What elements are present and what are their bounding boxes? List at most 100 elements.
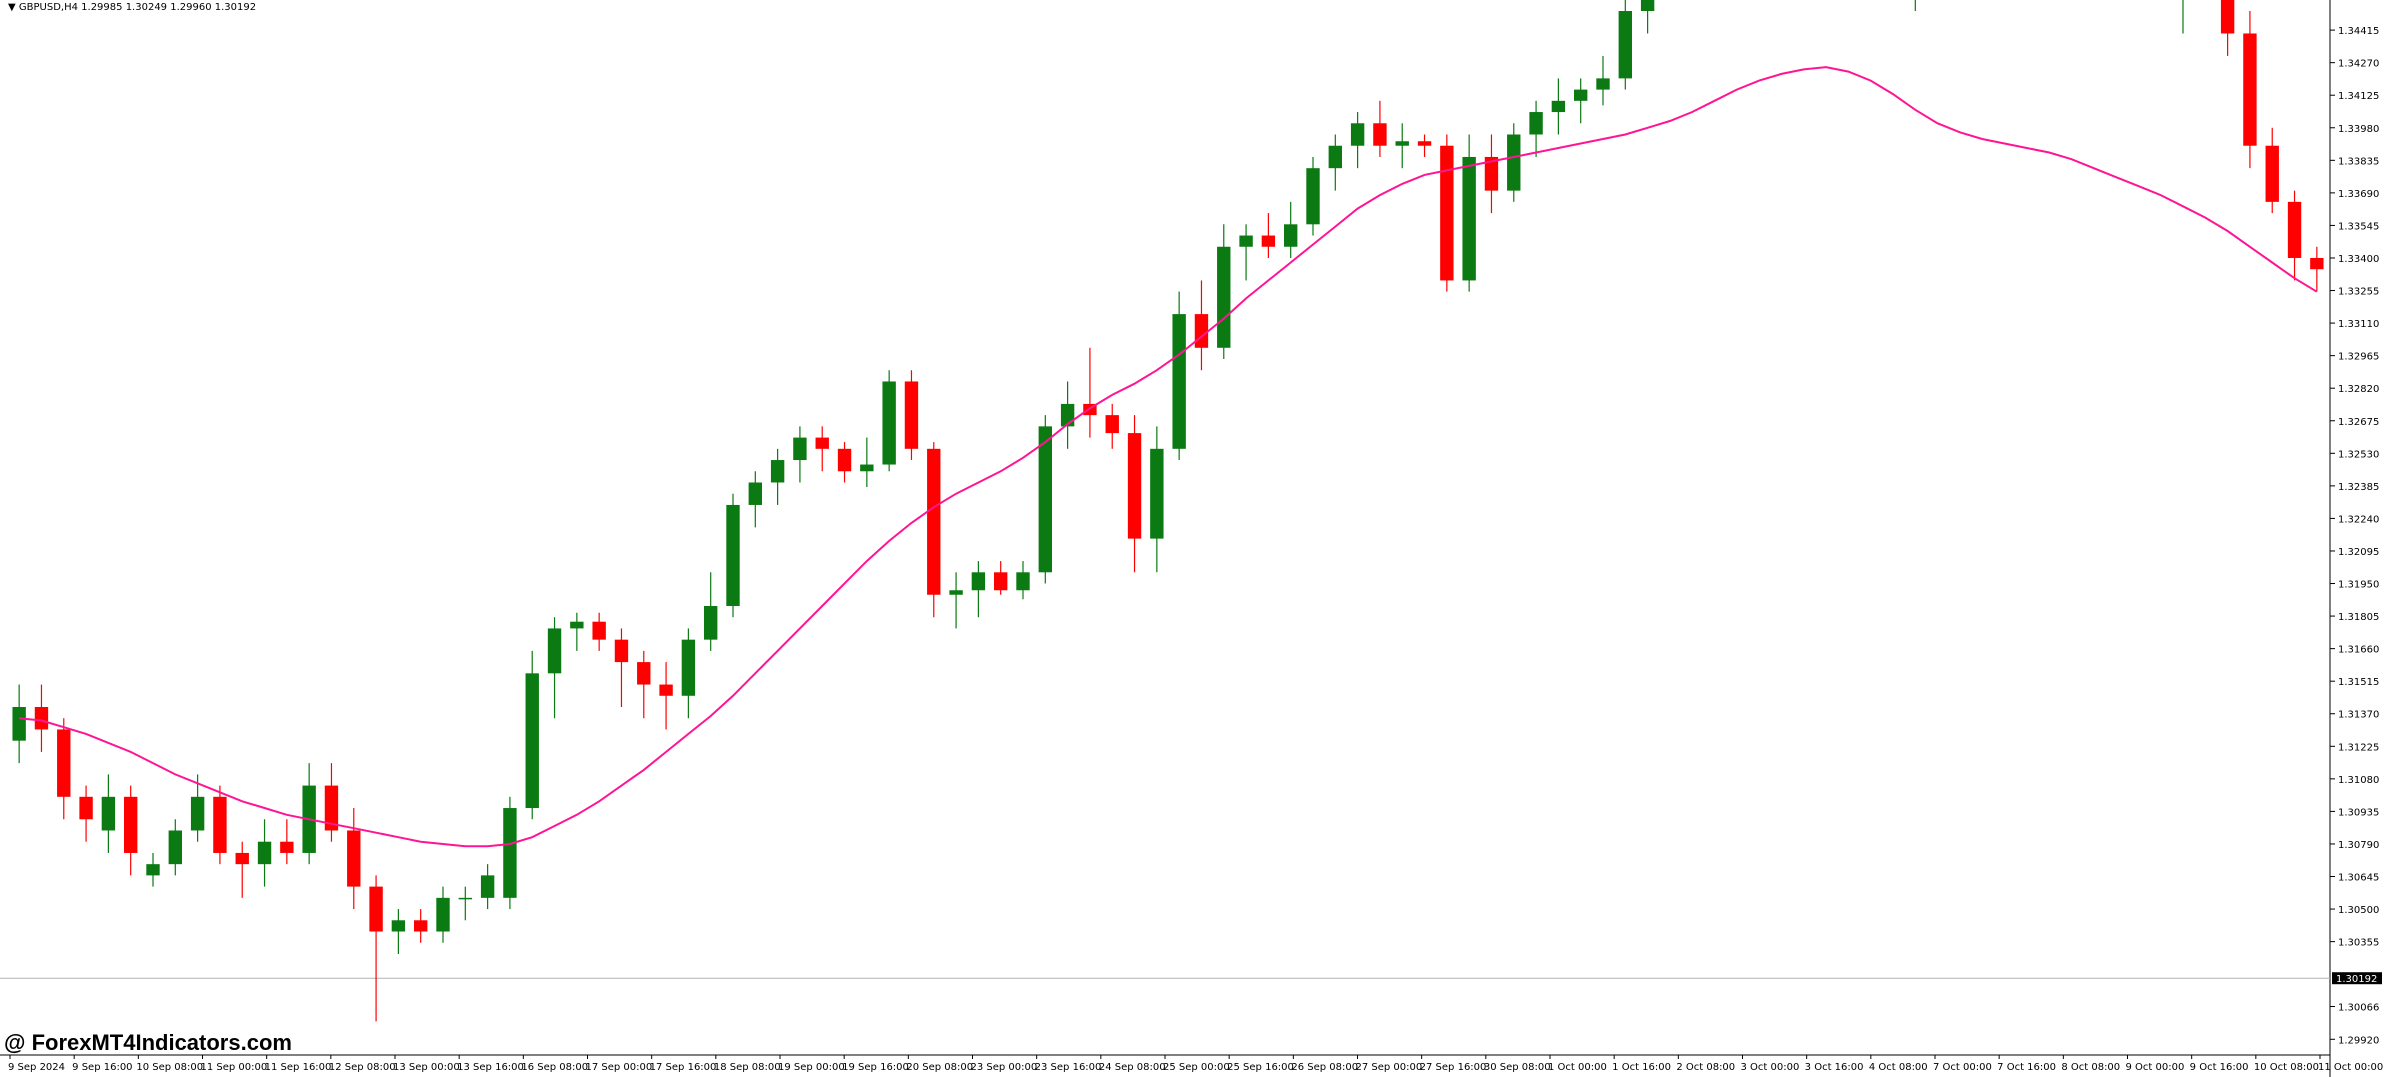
y-tick-label: 1.30790	[2338, 840, 2379, 851]
candle-body	[1328, 145, 1342, 169]
candle-body	[681, 639, 696, 696]
x-tick-label: 24 Sep 08:00	[1099, 1062, 1166, 1073]
candle-body	[414, 920, 428, 932]
x-tick-label: 13 Sep 16:00	[457, 1062, 524, 1073]
y-tick-label: 1.34125	[2338, 91, 2379, 102]
y-tick-label: 1.32820	[2338, 384, 2379, 395]
y-tick-label: 1.33545	[2338, 221, 2379, 232]
x-tick-label: 19 Sep 00:00	[778, 1062, 845, 1073]
y-tick-label: 1.32530	[2338, 449, 2379, 460]
candle-body	[235, 852, 249, 865]
candle-body	[927, 448, 941, 595]
y-tick-label: 1.32095	[2338, 547, 2379, 558]
candle-body	[1261, 235, 1276, 247]
candle-body	[1373, 123, 1387, 146]
moving-average-line	[19, 66, 2318, 848]
x-tick-label: 18 Sep 08:00	[714, 1062, 781, 1073]
y-tick-label: 1.31950	[2338, 580, 2379, 591]
candle-body	[1150, 448, 1164, 539]
candle-body	[146, 864, 160, 876]
x-tick-label: 8 Oct 08:00	[2061, 1062, 2120, 1073]
candle-body	[1640, 0, 1655, 12]
candle-body	[1462, 156, 1476, 281]
y-tick-label: 1.32675	[2338, 417, 2379, 428]
candle-body	[101, 796, 116, 831]
candle-body	[882, 381, 896, 465]
candle-body	[614, 639, 629, 663]
candle-body	[1618, 11, 1632, 79]
candle-body	[1507, 134, 1521, 191]
candle-body	[1172, 314, 1186, 449]
candle-body	[815, 437, 829, 449]
candle-body	[1105, 415, 1119, 434]
x-tick-label: 17 Sep 00:00	[586, 1062, 653, 1073]
x-tick-label: 3 Oct 16:00	[1805, 1062, 1864, 1073]
y-tick-label: 1.33110	[2338, 319, 2379, 330]
y-tick-label: 1.33255	[2338, 287, 2379, 298]
x-tick-label: 25 Sep 16:00	[1227, 1062, 1294, 1073]
y-tick-label: 1.30935	[2338, 807, 2379, 818]
candle-body	[1306, 168, 1320, 225]
current-price-box	[2332, 972, 2382, 985]
candle-body	[1551, 100, 1566, 113]
x-tick-label: 7 Oct 16:00	[1997, 1062, 2056, 1073]
x-tick-label: 27 Sep 00:00	[1356, 1062, 1423, 1073]
candle-body	[1596, 78, 1610, 90]
candle-body	[1016, 572, 1030, 591]
candle-body	[1239, 235, 1253, 247]
candle-body	[480, 875, 495, 898]
candle-body	[994, 572, 1008, 591]
candle-body	[57, 729, 71, 797]
x-tick-label: 9 Oct 16:00	[2190, 1062, 2249, 1073]
x-tick-label: 10 Sep 08:00	[136, 1062, 203, 1073]
candle-body	[1038, 426, 1052, 573]
candle-body	[168, 830, 182, 865]
x-tick-label: 23 Sep 00:00	[971, 1062, 1038, 1073]
y-tick-label: 1.33400	[2338, 254, 2379, 265]
candle-body	[770, 460, 785, 483]
x-tick-label: 23 Sep 16:00	[1035, 1062, 1102, 1073]
candle-body	[34, 707, 49, 730]
x-tick-label: 27 Sep 16:00	[1420, 1062, 1487, 1073]
current-price-label: 1.30192	[2336, 974, 2377, 985]
x-tick-label: 7 Oct 00:00	[1933, 1062, 1992, 1073]
candle-body	[748, 482, 762, 505]
y-tick-label: 1.31515	[2338, 677, 2379, 688]
y-tick-label: 1.32240	[2338, 514, 2379, 525]
candle-body	[1395, 141, 1409, 146]
candle-body	[79, 796, 93, 820]
candle-body	[280, 841, 294, 853]
candle-body	[1529, 112, 1543, 135]
y-tick-label: 1.29920	[2338, 1035, 2379, 1046]
x-tick-label: 9 Sep 2024	[8, 1062, 65, 1073]
y-tick-label: 1.31080	[2338, 775, 2379, 786]
candle-body	[659, 684, 673, 696]
candle-body	[347, 830, 361, 887]
x-tick-label: 9 Sep 16:00	[72, 1062, 132, 1073]
candle-body	[2243, 33, 2257, 146]
candle-body	[2265, 145, 2279, 202]
watermark: @ ForexMT4Indicators.com	[4, 1030, 292, 1055]
x-tick-label: 25 Sep 00:00	[1163, 1062, 1230, 1073]
x-tick-label: 26 Sep 08:00	[1291, 1062, 1358, 1073]
candle-body	[2310, 257, 2324, 270]
candle-body	[860, 464, 874, 472]
candle-body	[324, 785, 339, 831]
candle-body	[1417, 141, 1432, 146]
x-tick-label: 11 Oct 00:00	[2318, 1062, 2383, 1073]
candle-body	[257, 841, 272, 865]
candle-body	[213, 796, 227, 853]
y-tick-label: 1.30645	[2338, 873, 2379, 884]
x-tick-label: 12 Sep 08:00	[329, 1062, 396, 1073]
candle-body	[592, 621, 606, 640]
y-tick-label: 1.33690	[2338, 189, 2379, 200]
candle-body	[704, 605, 718, 640]
x-tick-label: 16 Sep 08:00	[521, 1062, 588, 1073]
candle-body	[971, 572, 986, 591]
candle-body	[837, 448, 852, 472]
x-tick-label: 3 Oct 00:00	[1741, 1062, 1800, 1073]
chart-title: GBPUSD,H4	[18, 2, 78, 13]
candle-body	[458, 897, 472, 900]
chart-header: ▼ GBPUSD,H4 1.29985 1.30249 1.29960 1.30…	[8, 2, 256, 13]
candle-body	[525, 673, 539, 809]
